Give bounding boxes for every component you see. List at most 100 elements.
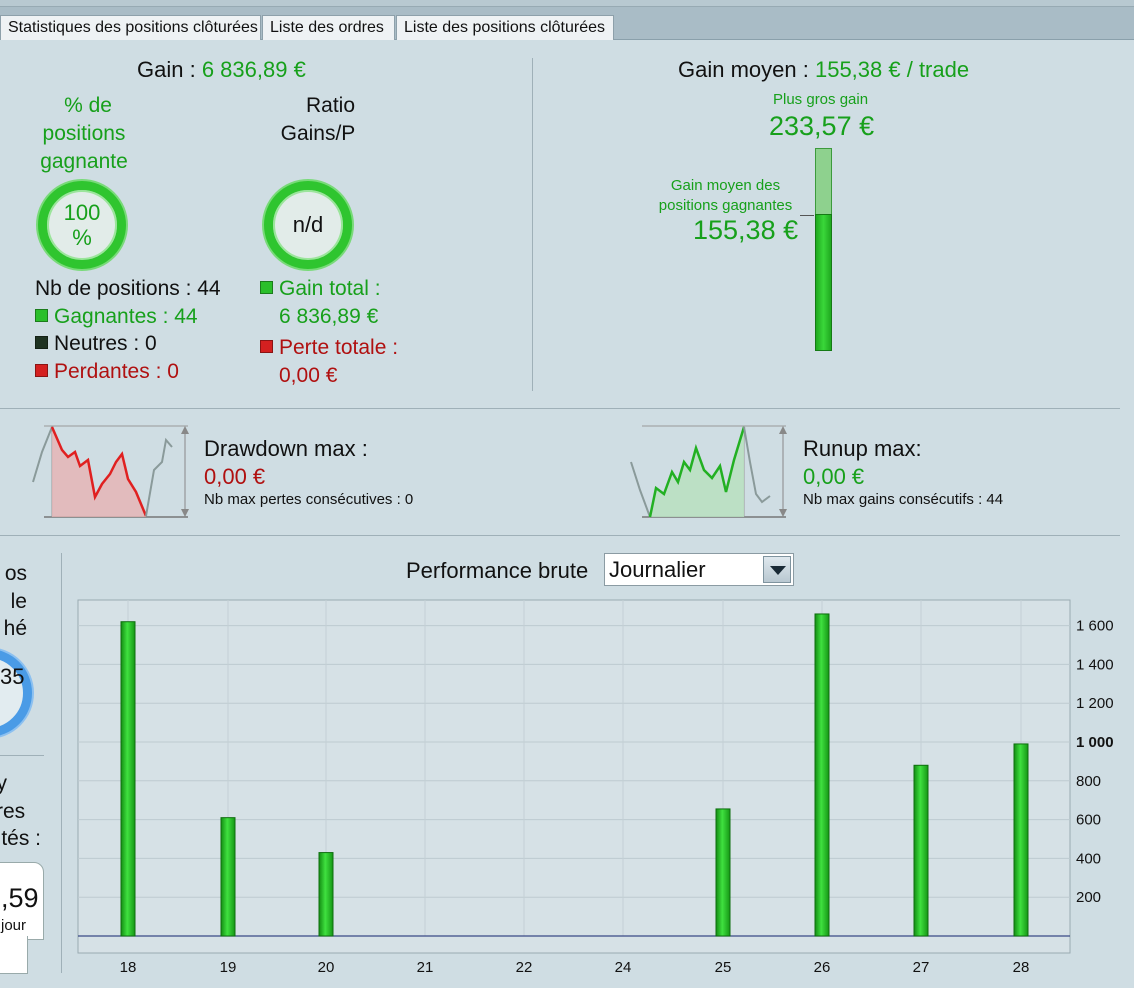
avg-gain-value: 155,38 € / trade [814,57,970,82]
partial-ring-value: 35 [0,664,25,689]
partial-text: res [0,799,26,823]
y-tick-label: 1 600 [1076,618,1114,635]
tab-liste-positions[interactable]: Liste des positions clôturées [396,15,614,40]
x-tick-label: 27 [913,959,930,976]
drawdown-title: Drawdown max : [204,436,368,461]
avg-win-label-line: Gain moyen des [670,177,781,194]
bar-25 [715,808,731,937]
avg-gain-summary: Gain moyen : 155,38 € / trade [678,57,969,83]
runup-title: Runup max: [803,436,922,461]
x-tick-label: 22 [516,959,533,976]
dark-square-icon [35,336,48,349]
y-tick-label: 1 000 [1076,734,1114,751]
totals-breakdown: Gain total : 6 836,89 € Perte totale : 0… [260,275,398,389]
divider [0,535,1120,536]
x-tick-label: 20 [318,959,335,976]
partial-text: os [4,562,27,585]
bar-28 [1013,743,1029,937]
drawdown-value: 0,00 € [204,464,266,489]
positions-winners-text: Gagnantes : 44 [54,304,198,328]
y-tick-label: 400 [1076,850,1101,867]
positions-neutral-text: Neutres : 0 [54,332,157,355]
loss-total-label: Perte totale : [260,334,398,362]
partial-text: hé [3,617,27,640]
bar-26 [814,613,830,937]
partial-box-sub: jour [1,917,27,934]
win-pct-label: % de positions gagnante [28,92,148,176]
bar-20 [318,852,334,937]
ratio-ring: n/d [264,181,352,269]
divider [532,58,533,391]
win-pct-value: 100 [63,200,101,225]
gauge-fill [815,214,832,351]
performance-chart: 200 400 600 800 1 000 1 200 1 400 1 600 18 19 20 21… [77,599,1114,976]
left-partial-labels: os le hé [0,560,27,643]
win-pct-label-line: positions [42,122,126,145]
positions-count: Nb de positions : 44 [35,277,221,300]
x-tick-label: 25 [715,959,732,976]
divider [0,408,1120,409]
positions-winners: Gagnantes : 44 [35,303,221,331]
positions-losers: Perdantes : 0 [35,358,221,386]
gain-summary: Gain : 6 836,89 € [137,57,306,83]
period-value: Journalier [609,557,706,582]
label-clip [355,92,385,152]
partial-box-tail [0,936,28,974]
avg-gain-label: Gain moyen : [678,57,809,82]
period-dropdown[interactable]: Journalier [604,553,794,586]
perf-label: Performance brute [406,558,589,583]
win-pct-ring: 100 % [38,181,126,269]
positions-breakdown: Nb de positions : 44 Gagnantes : 44 Neut… [35,275,221,385]
gain-label: Gain : [137,57,196,82]
runup-sub: Nb max gains consécutifs : 44 [803,491,1004,508]
ratio-label-line: Gains/Pe [280,122,362,145]
y-tick-label: 1 200 [1076,695,1114,712]
partial-box: ,59 jour [0,862,44,940]
x-tick-label: 28 [1013,959,1030,976]
positions-losers-text: Perdantes : 0 [54,359,179,383]
loss-total-value: 0,00 € [279,363,338,387]
tab-liste-ordres[interactable]: Liste des ordres [262,15,395,40]
label-clip [129,92,159,182]
x-tick-label: 24 [615,959,632,976]
drawdown-sub: Nb max pertes consécutives : 0 [204,491,414,508]
x-tick-label: 21 [417,959,434,976]
drawdown-sparkline-icon [32,425,189,518]
top-strip [0,0,1134,7]
bar-18 [120,621,136,937]
x-tick-label: 19 [220,959,237,976]
partial-text: le [10,589,27,613]
avg-win-label: Gain moyen des positions gagnantes [652,176,799,216]
y-tick-label: 200 [1076,889,1101,906]
red-square-icon [35,363,48,377]
bar-19 [220,817,236,937]
loss-total-label-text: Perte totale : [279,336,399,359]
ratio-value: n/d [292,212,324,237]
win-pct-unit: % [72,225,92,250]
ratio-label-line: Ratio [305,94,355,117]
green-square-icon [260,281,273,294]
avg-win-value: 155,38 € [693,215,799,245]
arrow-line [800,215,814,216]
gain-total-value: 6 836,89 € [279,304,379,328]
green-square-icon [35,308,48,322]
gain-total-label-text: Gain total : [279,277,381,300]
chevron-down-icon[interactable] [763,556,791,583]
partial-text: y [0,772,7,795]
runup-value: 0,00 € [803,464,865,489]
y-tick-label: 1 400 [1076,656,1114,673]
win-pct-label-line: gagnante [40,150,128,173]
best-gain-label: Plus gros gain [773,91,869,108]
divider [0,755,44,756]
tab-statistiques[interactable]: Statistiques des positions clôturées [0,15,261,40]
positions-neutral: Neutres : 0 [35,330,221,358]
partial-text: tés : [1,827,41,850]
divider [61,553,62,973]
y-tick-label: 600 [1076,812,1101,829]
gain-value: 6 836,89 € [201,57,306,82]
win-pct-label-line: % de [64,94,112,117]
best-gain-value: 233,57 € [769,111,875,141]
plot-area [77,599,1071,954]
red-square-icon [260,340,273,353]
partial-box-value: ,59 [1,883,39,913]
